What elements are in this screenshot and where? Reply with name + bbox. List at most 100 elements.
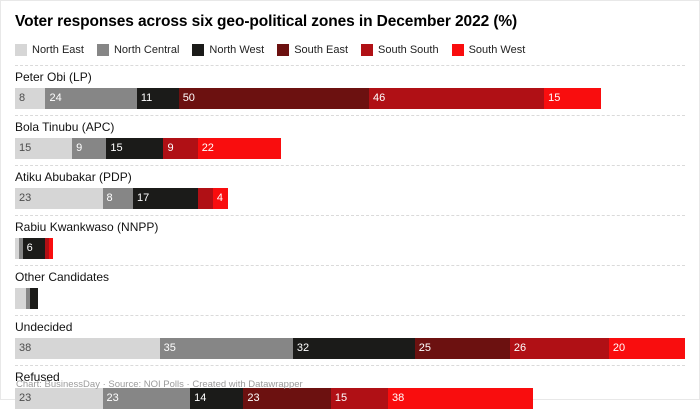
bar-segment-north-west: 17 (133, 188, 198, 209)
bar-segment-north-east: 23 (15, 388, 103, 409)
stacked-bar: 23 23 14 23 15 38 (15, 388, 685, 409)
bar-row: Peter Obi (LP) 8 24 11 50 46 15 (15, 65, 685, 115)
bar-segment-north-west: 14 (190, 388, 244, 409)
bar-segment-north-west: 11 (136, 88, 179, 109)
segment-value-label: 9 (76, 142, 83, 154)
legend-swatch (15, 44, 27, 56)
segment-value-label: 26 (513, 342, 527, 354)
bar-segment-north-east: 8 (15, 88, 46, 109)
legend-swatch (277, 44, 290, 56)
legend-label: North East (32, 44, 84, 56)
legend-swatch (361, 44, 374, 56)
segment-value-label: 25 (418, 342, 431, 354)
segment-value-label: 15 (110, 142, 123, 154)
row-label: Peter Obi (LP) (15, 70, 92, 84)
stacked-bar (15, 288, 685, 309)
legend-swatch (96, 44, 109, 56)
bar-segment-south-east: 25 (414, 338, 510, 359)
segment-value-label: 11 (140, 92, 153, 104)
segment-value-label: 23 (19, 192, 32, 204)
bar-segment-north-west: 6 (22, 238, 46, 259)
bar-row: Atiku Abubakar (PDP) 23 8 17 4 (15, 165, 685, 215)
segment-value-label: 22 (201, 142, 214, 154)
bar-segment-north-east (15, 238, 19, 259)
segment-value-label: 15 (19, 142, 32, 154)
row-label: Bola Tinubu (APC) (15, 120, 115, 134)
row-label: Refused (15, 370, 60, 384)
segment-value-label: 15 (548, 92, 561, 104)
segment-value-label: 23 (247, 392, 260, 404)
legend-item-north-east: North East (15, 44, 84, 56)
bar-segment-south-south: 15 (330, 388, 389, 409)
segment-value-label: 38 (19, 342, 32, 354)
legend-item-north-west: North West (192, 44, 264, 56)
bar-rows: Peter Obi (LP) 8 24 11 50 46 15 Bola Tinubu (AP… (15, 65, 685, 415)
row-label: Atiku Abubakar (PDP) (15, 170, 132, 184)
bar-segment-north-central: 24 (45, 88, 137, 109)
stacked-bar: 38 35 32 25 26 20 (15, 338, 685, 359)
chart-footer: Chart: BusinessDay · Source: NOI Polls ·… (16, 379, 303, 390)
bar-segment-north-central (18, 238, 23, 259)
legend-label: North West (209, 44, 265, 56)
bar-segment-north-central: 8 (102, 188, 133, 209)
bar-segment-south-west: 20 (608, 338, 685, 359)
bar-segment-north-west: 32 (292, 338, 415, 359)
bar-segment-north-east: 15 (15, 138, 73, 159)
bar-row: Bola Tinubu (APC) 15 9 15 9 22 (15, 115, 685, 165)
bar-segment-south-east: 50 (178, 88, 370, 109)
bar-segment-north-central: 23 (102, 388, 191, 409)
legend-item-south-south: South South (361, 44, 439, 56)
legend-label: South West (468, 44, 526, 56)
bar-segment-north-east: 23 (15, 188, 103, 209)
bar-segment-north-east (15, 288, 27, 309)
legend-label: North Central (113, 44, 180, 56)
segment-value-label: 32 (296, 342, 310, 354)
bar-row: Undecided 38 35 32 25 26 20 (15, 315, 685, 365)
bar-segment-north-central: 9 (72, 138, 107, 159)
bar-segment-south-south: 26 (509, 338, 609, 359)
bar-segment-north-west: 15 (106, 138, 164, 159)
stacked-bar: 6 (15, 238, 685, 259)
bar-segment-south-east: 23 (243, 388, 331, 409)
legend: North East North Central North West South E… (15, 44, 685, 56)
row-label: Other Candidates (15, 270, 110, 284)
segment-value-label: 14 (194, 392, 207, 404)
segment-value-label: 38 (392, 392, 405, 404)
segment-value-label: 8 (19, 92, 26, 104)
legend-swatch (192, 44, 205, 56)
legend-label: South South (378, 44, 439, 56)
stacked-bar: 23 8 17 4 (15, 188, 685, 209)
bar-segment-north-east: 38 (15, 338, 160, 359)
bar-segment-south-south: 9 (163, 138, 198, 159)
segment-value-label: 23 (19, 392, 32, 404)
bar-segment-south-west (49, 238, 54, 259)
bar-segment-south-west: 15 (544, 88, 602, 109)
segment-value-label: 6 (26, 242, 33, 254)
bar-segment-south-south (45, 238, 50, 259)
segment-value-label: 23 (106, 392, 119, 404)
segment-value-label: 4 (216, 192, 224, 204)
legend-item-north-central: North Central (96, 44, 180, 56)
bar-segment-south-west: 4 (212, 188, 229, 209)
legend-item-south-west: South West (451, 44, 526, 56)
bar-segment-north-west (30, 288, 38, 309)
bar-segment-south-west: 22 (197, 138, 282, 159)
stacked-bar: 15 9 15 9 22 (15, 138, 685, 159)
stacked-bar: 8 24 11 50 46 15 (15, 88, 685, 109)
segment-value-label: 17 (137, 192, 150, 204)
segment-value-label: 20 (612, 342, 626, 354)
bar-segment-north-central: 35 (159, 338, 293, 359)
bar-segment-south-west: 38 (388, 388, 533, 409)
bar-segment-north-central (26, 288, 31, 309)
segment-value-label: 50 (182, 92, 195, 104)
bar-segment-south-south: 46 (369, 88, 545, 109)
segment-value-label: 46 (373, 92, 386, 104)
legend-item-south-east: South East (277, 44, 348, 56)
legend-swatch (451, 44, 464, 56)
chart-title: Voter responses across six geo-political… (15, 13, 518, 30)
bar-row: Rabiu Kwankwaso (NNPP) 6 (15, 215, 685, 265)
segment-value-label: 8 (106, 192, 113, 204)
bar-row: Refused 23 23 14 23 15 38 (15, 365, 685, 415)
bar-row: Other Candidates (15, 265, 685, 315)
